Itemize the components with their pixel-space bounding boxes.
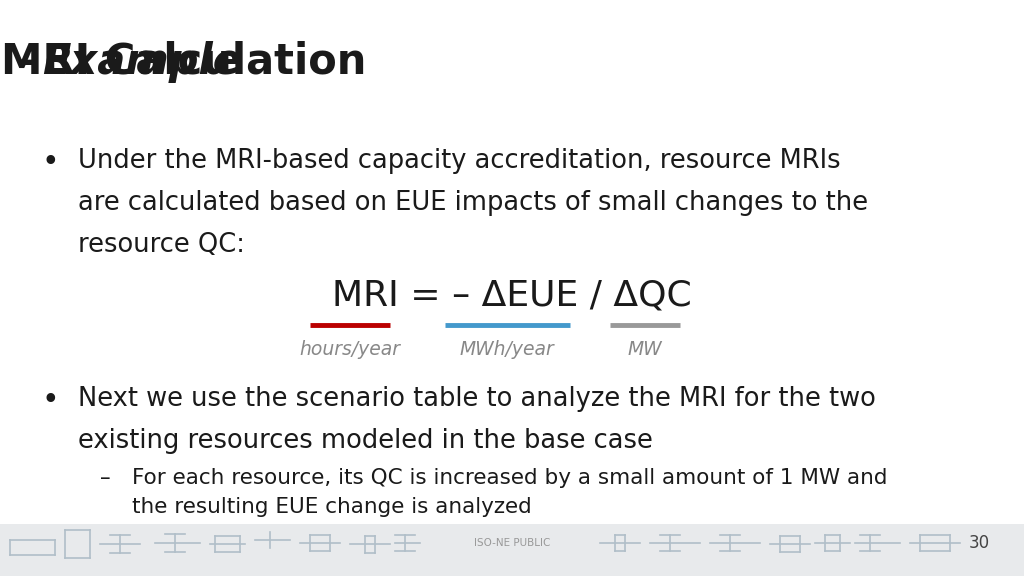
Text: resource QC:: resource QC: (78, 232, 245, 258)
Text: MWh/year: MWh/year (460, 340, 554, 359)
Text: 30: 30 (969, 534, 990, 552)
Text: –: – (2, 41, 52, 83)
Text: MRI Calculation: MRI Calculation (1, 41, 366, 83)
Text: •: • (42, 148, 59, 177)
Text: ISO-NE PUBLIC: ISO-NE PUBLIC (474, 538, 550, 548)
Text: –: – (100, 468, 111, 488)
Text: MW: MW (628, 340, 663, 359)
Text: Example: Example (42, 41, 241, 83)
Text: the resulting EUE change is analyzed: the resulting EUE change is analyzed (132, 497, 531, 517)
Text: existing resources modeled in the base case: existing resources modeled in the base c… (78, 428, 653, 454)
Text: Next we use the scenario table to analyze the MRI for the two: Next we use the scenario table to analyz… (78, 386, 876, 412)
Text: are calculated based on EUE impacts of small changes to the: are calculated based on EUE impacts of s… (78, 190, 868, 216)
Bar (0, 524, 1024, 576)
Text: MRI = – ΔEUE / ΔQC: MRI = – ΔEUE / ΔQC (332, 278, 692, 312)
Text: For each resource, its QC is increased by a small amount of 1 MW and: For each resource, its QC is increased b… (132, 468, 888, 488)
Text: •: • (42, 386, 59, 415)
Text: Under the MRI-based capacity accreditation, resource MRIs: Under the MRI-based capacity accreditati… (78, 148, 841, 174)
Text: hours/year: hours/year (299, 340, 400, 359)
